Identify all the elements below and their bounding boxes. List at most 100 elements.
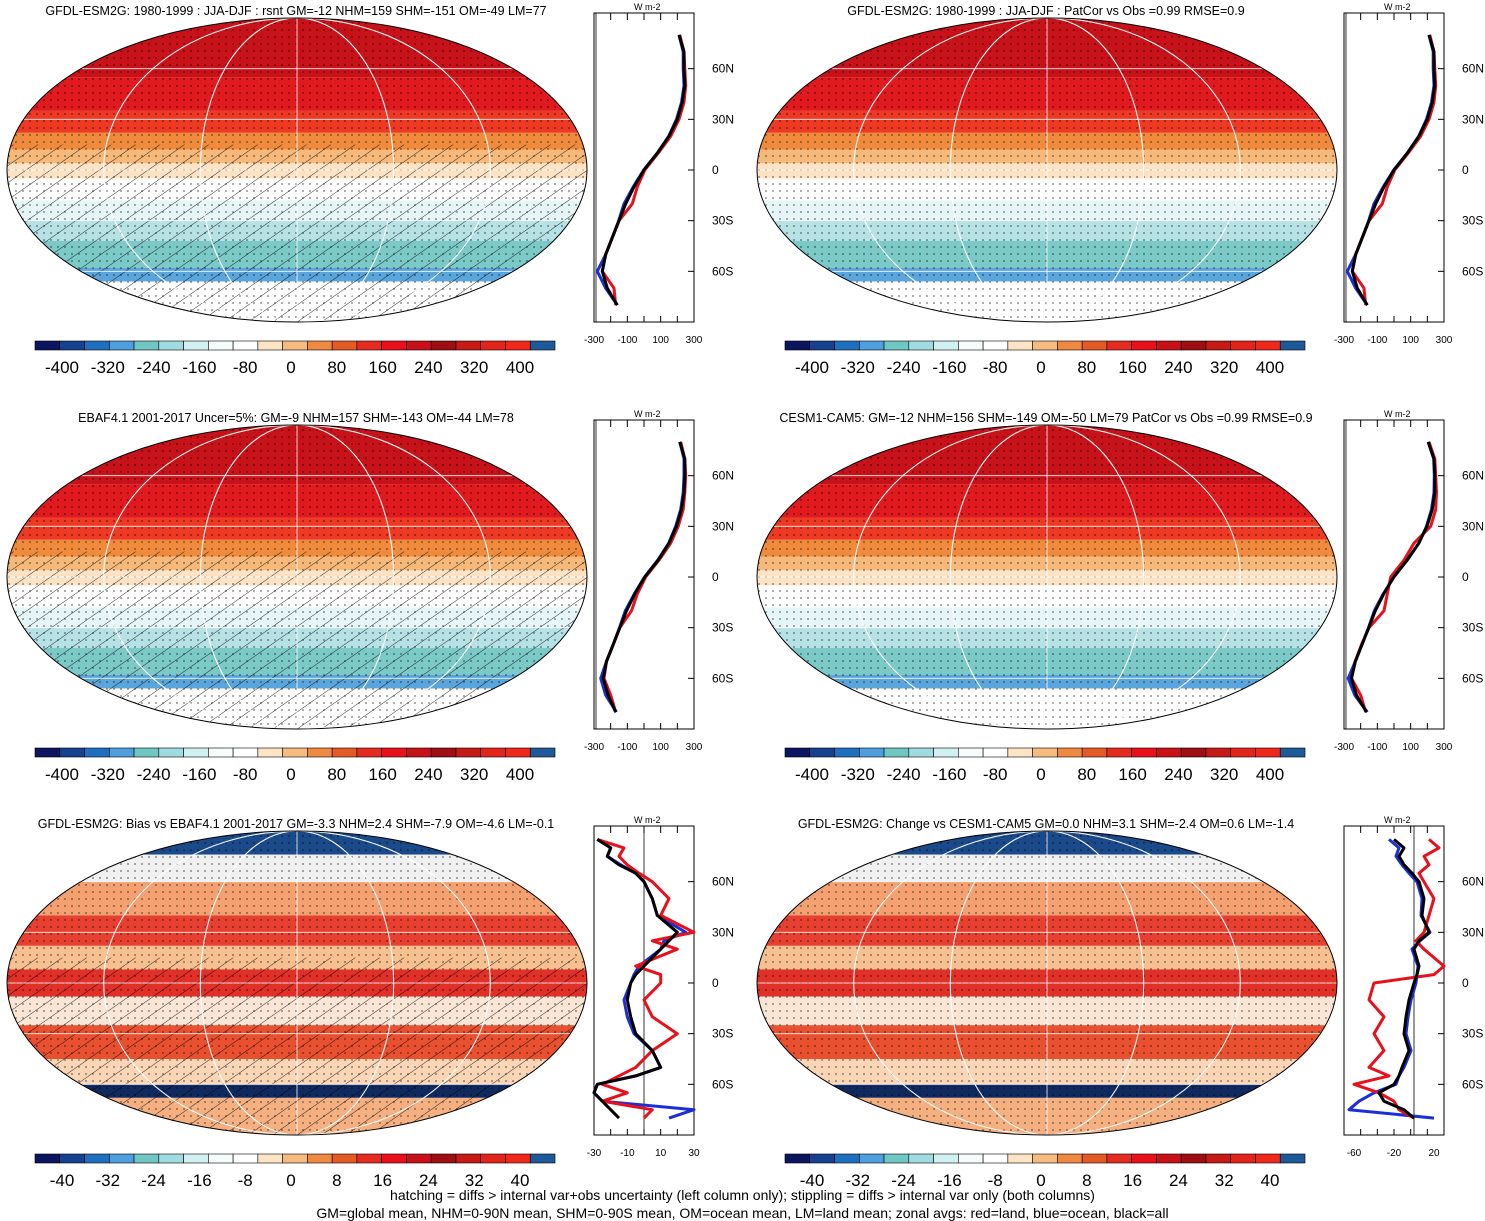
panel-figure: -400 -320 -240 -160 -80 0 80 160 240 320 400 W m-2 6…: [6, 409, 734, 784]
colorbar-box: [1131, 1153, 1157, 1164]
ocean-line: [595, 34, 686, 306]
panel-top-left: GFDL-ESM2G: 1980-1999 : JJA-DJF : rsnt G…: [0, 0, 742, 405]
colorbar-box: [883, 747, 910, 758]
colorbar-box: [883, 1153, 910, 1164]
colorbar-box: [834, 747, 860, 758]
colorbar-box: [834, 1153, 860, 1164]
zonal-mean-plot: W m-2 60N 30N 0 30S 60S -300 -100 100 300: [584, 2, 734, 346]
colorbar-box: [430, 340, 457, 351]
colorbar-box: [208, 1153, 234, 1164]
all-line: [592, 838, 679, 1120]
colorbar-box: [1032, 1153, 1058, 1164]
colorbar-label: 240: [1164, 358, 1192, 377]
colorbar-label: -160: [932, 765, 966, 784]
colorbar-box: [1131, 747, 1157, 758]
zonal-lat-label: 30N: [712, 112, 734, 126]
zonal-x-label: 300: [1436, 335, 1453, 346]
colorbar-box: [1081, 1153, 1108, 1164]
zonal-mean-plot: W m-2 60N 30N 0 30S 60S -30 -10 10 30: [587, 815, 734, 1159]
colorbar-label: 24: [419, 1171, 438, 1190]
colorbar-box: [133, 747, 160, 758]
colorbar-box: [84, 747, 110, 758]
colorbar-box: [406, 747, 432, 758]
colorbar-label: 80: [1077, 765, 1096, 784]
map: [756, 17, 1338, 323]
footer-line-2: GM=global mean, NHM=0-90N mean, SHM=0-90…: [316, 1205, 1169, 1221]
panel-top-right: GFDL-ESM2G: 1980-1999 : JJA-DJF : PatCor…: [750, 0, 1485, 405]
colorbar-box: [1156, 747, 1182, 758]
colorbar-box: [1156, 1153, 1182, 1164]
panel-middle-left: EBAF4.1 2001-2017 Uncer=5%: GM=-9 NHM=15…: [0, 407, 742, 812]
longitude-line: [853, 831, 1241, 1135]
colorbar-box: [505, 1153, 531, 1164]
zonal-lat-label: 30S: [712, 621, 733, 635]
longitude-line: [103, 18, 491, 322]
colorbar-box: [1057, 747, 1083, 758]
colorbar-box: [784, 340, 811, 351]
colorbar-box: [282, 747, 308, 758]
colorbar-label: 320: [1210, 765, 1238, 784]
colorbar-box: [1131, 340, 1157, 351]
colorbar-box: [1205, 1153, 1232, 1164]
zonal-mean-plot: W m-2 60N 30N 0 30S 60S -300 -100 100 300: [1334, 2, 1484, 346]
colorbar-label: -24: [891, 1171, 916, 1190]
zonal-lat-label: 60S: [712, 1077, 733, 1091]
colorbar-box: [455, 1153, 482, 1164]
colorbar-box: [505, 747, 531, 758]
zonal-x-label: -20: [1387, 1148, 1402, 1159]
colorbar: -400 -320 -240 -160 -80 0 80 160 240 320 400: [784, 340, 1306, 377]
colorbar-box: [406, 340, 432, 351]
panel-figure: -40 -32 -24 -16 -8 0 8 16 24 32 40 W m-2 60N 30N 0 30S 6…: [6, 815, 734, 1190]
unit-label: W m-2: [634, 409, 661, 419]
colorbar-label: 8: [332, 1171, 341, 1190]
colorbar-box: [381, 747, 407, 758]
zonal-x-label: -100: [1367, 335, 1387, 346]
unit-label: W m-2: [1384, 815, 1411, 825]
zonal-x-label: 100: [1402, 742, 1419, 753]
zonal-lat-label: 0: [1462, 976, 1469, 990]
zonal-lat-label: 60S: [1462, 264, 1483, 278]
zonal-lat-label: 30N: [1462, 519, 1484, 533]
colorbar-box: [1180, 747, 1207, 758]
zonal-lat-label: 30N: [1462, 925, 1484, 939]
colorbar-label: -32: [96, 1171, 121, 1190]
colorbar: -40 -32 -24 -16 -8 0 8 16 24 32 40: [34, 1153, 556, 1190]
zonal-lat-label: 0: [1462, 570, 1469, 584]
colorbar: -400 -320 -240 -160 -80 0 80 160 240 320 400: [784, 747, 1306, 784]
zonal-x-label: 300: [686, 742, 703, 753]
panel-bottom-left: GFDL-ESM2G: Bias vs EBAF4.1 2001-2017 GM…: [0, 813, 742, 1218]
colorbar-label: 400: [506, 358, 534, 377]
colorbar-box: [34, 747, 61, 758]
colorbar-label: -400: [795, 358, 829, 377]
colorbar-box: [958, 340, 984, 351]
zonal-x-label: 100: [652, 742, 669, 753]
colorbar-box: [34, 1153, 61, 1164]
zonal-lat-label: 30N: [712, 519, 734, 533]
panel-middle-right: CESM1-CAM5: GM=-12 NHM=156 SHM=-149 OM=-…: [750, 407, 1485, 812]
colorbar-box: [1180, 1153, 1207, 1164]
zonal-x-label: 30: [688, 1148, 700, 1159]
colorbar-box: [257, 747, 283, 758]
panel-figure: -400 -320 -240 -160 -80 0 80 160 240 320 400 W m-2 6…: [6, 2, 734, 377]
colorbar-box: [257, 1153, 283, 1164]
unit-label: W m-2: [634, 815, 661, 825]
panel-figure: -40 -32 -24 -16 -8 0 8 16 24 32 40 W m-2 60N 30N 0 30S 6…: [756, 815, 1484, 1190]
colorbar-box: [1106, 747, 1132, 758]
colorbar-box: [455, 747, 482, 758]
map: [756, 830, 1338, 1136]
zonal-x-label: -10: [620, 1148, 635, 1159]
colorbar-box: [158, 340, 184, 351]
colorbar-label: -160: [182, 765, 216, 784]
zonal-lat-label: 60N: [1462, 875, 1484, 889]
colorbar-label: 160: [1118, 358, 1146, 377]
ocean-line: [1347, 838, 1435, 1120]
colorbar-box: [1205, 747, 1232, 758]
colorbar-box: [183, 340, 209, 351]
longitude-line: [853, 18, 1241, 322]
colorbar-label: 240: [414, 765, 442, 784]
colorbar-box: [1230, 340, 1256, 351]
zonal-x-label: -30: [587, 1148, 602, 1159]
colorbar-label: 80: [1077, 358, 1096, 377]
colorbar-label: -320: [91, 765, 125, 784]
longitude-line: [103, 425, 491, 729]
